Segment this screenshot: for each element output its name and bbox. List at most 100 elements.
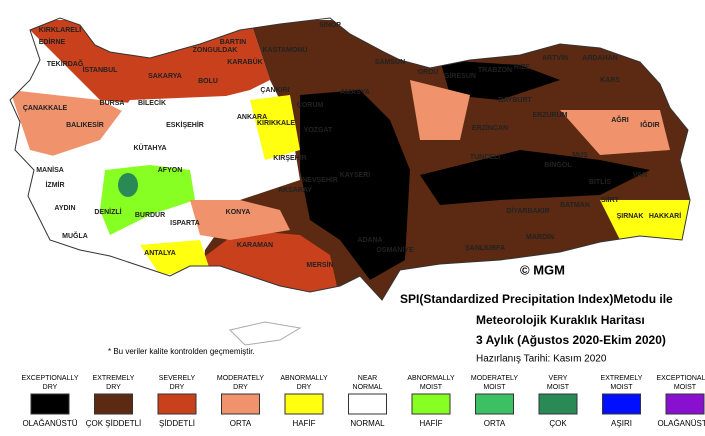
city-label: ERZİNCAN [472, 124, 508, 132]
city-label: KIRIKKALE [257, 120, 295, 127]
city-label: SİİRT [601, 196, 620, 204]
legend-label-tr: ÇOK [549, 419, 567, 428]
city-label: AĞRI [611, 115, 629, 124]
legend: EXCEPTIONALLY DRY OLAĞANÜSTÜ EXTREMELY DRY ÇO… [21, 375, 705, 428]
legend-label-en: EXTREMELY [601, 375, 643, 382]
legend-label-en: MOIST [547, 384, 570, 391]
city-label: KIRKLARELİ [39, 26, 81, 34]
legend-label-en: MOIST [420, 384, 443, 391]
legend-swatch [538, 393, 578, 415]
city-label: GİRESUN [444, 72, 476, 80]
city-label: KASTAMONU [263, 47, 308, 54]
city-label: ANKARA [237, 114, 267, 121]
city-label: EDİRNE [39, 38, 66, 46]
city-label: AMASYA [340, 89, 370, 96]
legend-label-tr: HAFİF [419, 419, 442, 428]
country-outline [9, 17, 691, 301]
city-label: İSTANBUL [83, 66, 119, 74]
legend-label-en: DRY [297, 384, 312, 391]
legend-label-en: MODERATELY [471, 375, 519, 382]
city-label: BİLECİK [138, 99, 166, 107]
city-label: ÇORUM [297, 102, 324, 109]
legend-swatch [221, 393, 260, 415]
city-label: DİYARBAKIR [506, 207, 549, 215]
city-label: BAYBURT [498, 97, 532, 104]
legend-label-en: ABNORMALLY [280, 375, 328, 382]
city-label: BİNGÖL [544, 160, 572, 169]
legend-label-en: NORMAL [353, 384, 383, 391]
city-label: SAKARYA [148, 73, 182, 80]
city-label: ADANA [357, 237, 382, 244]
city-label: SAMSUN [375, 59, 405, 66]
city-label: KARAMAN [237, 242, 273, 249]
city-label: KARABÜK [227, 57, 262, 66]
city-label: TEKİRDAĞ [47, 59, 84, 68]
city-label: ERZURUM [533, 112, 568, 119]
city-label: ÇANAKKALE [23, 105, 68, 112]
legend-label-tr: AŞIRI [611, 419, 632, 428]
drought-map [10, 18, 690, 300]
city-label: KONYA [226, 209, 251, 216]
city-label: MERSİN [306, 261, 333, 269]
city-label: ANTALYA [144, 250, 176, 257]
city-label: ŞANLIURFA [465, 245, 505, 252]
city-label: BURDUR [135, 212, 165, 219]
legend-label-en: MODERATELY [217, 375, 265, 382]
city-label: ARDAHAN [582, 55, 617, 62]
legend-label-en: EXCEPTIONALLY [656, 375, 705, 382]
legend-swatch [602, 393, 641, 415]
city-label: ŞIRNAK [617, 213, 644, 220]
city-label: ZONGULDAK [193, 47, 238, 54]
note: * Bu veriler kalite kontrolden geçmemişt… [108, 347, 255, 356]
title-line: Meteorolojik Kuraklık Haritası [476, 313, 645, 327]
city-label: KÜTAHYA [133, 143, 166, 152]
city-label: BOLU [198, 78, 218, 85]
city-label: ISPARTA [170, 220, 200, 227]
city-label: DENİZLİ [94, 208, 121, 216]
city-label: MARDİN [526, 233, 554, 241]
city-label: SİNOP [319, 21, 341, 29]
city-label: KIRŞEHİR [273, 154, 306, 162]
title-line: 3 Aylık (Ağustos 2020-Ekim 2020) [476, 333, 666, 347]
legend-swatch [665, 393, 705, 415]
legend-label-tr: NORMAL [350, 419, 385, 428]
legend-label-en: VERY [549, 375, 568, 382]
city-label: MUŞ [572, 152, 588, 159]
legend-label-en: DRY [106, 384, 121, 391]
city-label: MANİSA [36, 166, 64, 174]
city-label: ESKİŞEHİR [166, 121, 204, 129]
legend-label-en: NEAR [358, 375, 377, 382]
city-label: MUĞLA [62, 231, 88, 240]
legend-label-tr: ŞİDDETLİ [159, 419, 195, 428]
city-label: BATMAN [560, 202, 590, 209]
city-label: RİZE [514, 63, 530, 71]
legend-label-en: DRY [43, 384, 58, 391]
legend-label-tr: ÇOK ŞİDDETLİ [86, 419, 142, 428]
legend-label-tr: OLAĞANÜSTÜ [22, 419, 77, 428]
city-label: KARS [600, 77, 620, 84]
legend-label-en: ABNORMALLY [407, 375, 455, 382]
city-label: TUNCELİ [470, 153, 500, 161]
legend-swatch [411, 393, 451, 415]
city-label: BARTIN [220, 39, 246, 46]
legend-label-en: MOIST [674, 384, 697, 391]
legend-label-tr: HAFİF [292, 419, 315, 428]
legend-label-en: SEVERELY [159, 375, 196, 382]
city-label: İZMİR [45, 181, 64, 189]
city-label: YOZGAT [304, 127, 333, 134]
city-label: ARTVİN [542, 54, 568, 62]
city-label: ORDU [418, 69, 439, 76]
city-label: ÇANKIRI [260, 87, 289, 94]
city-label: BALIKESİR [66, 121, 104, 129]
title-line: SPI(Standardized Precipitation Index)Met… [400, 292, 673, 306]
legend-label-en: MOIST [483, 384, 506, 391]
legend-swatch [30, 393, 70, 415]
cyprus [229, 321, 302, 346]
legend-swatch [284, 393, 324, 415]
city-label: OSMANİYE [376, 246, 414, 254]
legend-swatch [348, 393, 387, 415]
prepared-date: Hazırlanış Tarihi: Kasım 2020 [476, 354, 607, 365]
legend-label-en: DRY [233, 384, 248, 391]
legend-swatch [157, 393, 197, 415]
